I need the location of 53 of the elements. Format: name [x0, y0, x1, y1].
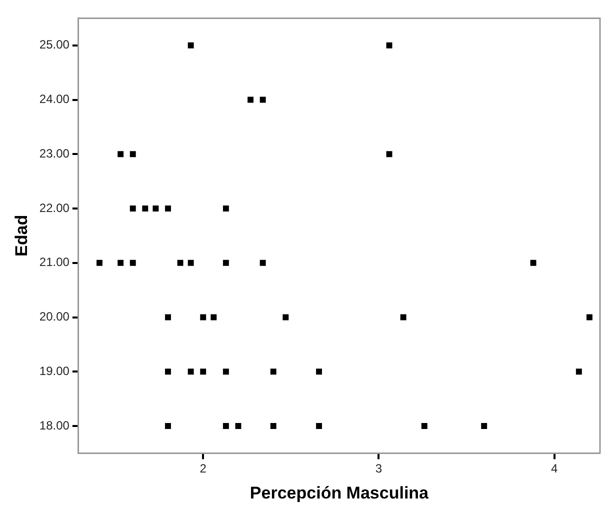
y-tick-label: 21.00 — [39, 255, 70, 270]
point — [270, 423, 276, 429]
y-tick-label: 19.00 — [39, 364, 70, 378]
y-tick-label: 18.00 — [39, 418, 70, 432]
y-tick-label: 20.00 — [39, 310, 70, 324]
y-axis-title: Edad — [12, 214, 31, 256]
point — [235, 423, 242, 429]
x-axis-title: Percepción Masculina — [250, 483, 430, 502]
point — [188, 42, 194, 48]
y-tick-label: 23.00 — [39, 146, 70, 160]
point — [200, 368, 206, 375]
y-tick-label: 24.00 — [39, 92, 70, 106]
point — [130, 151, 136, 158]
point — [222, 260, 229, 266]
point — [316, 368, 322, 375]
point — [222, 206, 229, 212]
point — [165, 314, 171, 320]
point — [270, 368, 276, 375]
point — [386, 42, 392, 48]
point — [260, 96, 266, 103]
point — [118, 260, 124, 266]
point — [421, 423, 428, 429]
point — [481, 423, 488, 429]
point — [222, 368, 229, 375]
point — [222, 423, 229, 429]
point — [210, 314, 217, 320]
point — [316, 423, 322, 429]
point — [177, 260, 184, 266]
point — [152, 206, 159, 212]
y-tick-label: 25.00 — [39, 38, 70, 52]
x-tick-label: 4 — [550, 462, 558, 476]
point — [586, 314, 592, 320]
point — [142, 206, 148, 212]
point — [130, 260, 136, 266]
point — [165, 423, 171, 429]
x-tick-label: 3 — [375, 462, 382, 476]
point — [576, 368, 582, 375]
point — [260, 260, 266, 266]
point — [96, 260, 102, 266]
point — [282, 314, 289, 320]
point — [188, 368, 194, 375]
point — [188, 260, 194, 266]
point — [248, 96, 254, 103]
point — [130, 206, 136, 212]
y-tick-label: 22.00 — [39, 200, 70, 215]
point — [200, 314, 206, 320]
point — [386, 151, 392, 158]
point — [165, 368, 171, 375]
point — [165, 206, 171, 212]
x-tick-label: 2 — [200, 462, 207, 476]
point — [400, 314, 406, 320]
point — [118, 151, 124, 158]
point — [530, 260, 536, 266]
